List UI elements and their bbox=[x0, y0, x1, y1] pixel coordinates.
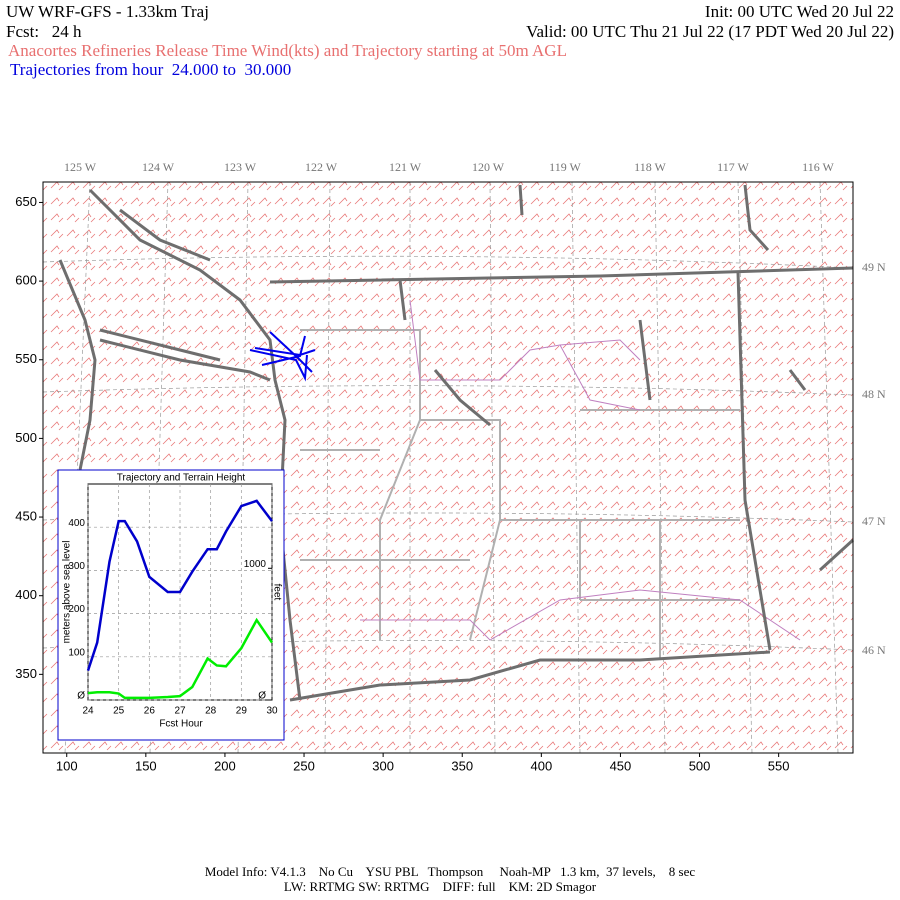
header-valid: Valid: 00 UTC Thu 21 Jul 22 (17 PDT Wed … bbox=[526, 22, 894, 41]
longitude-label: 122 W bbox=[305, 160, 338, 174]
longitude-label: 125 W bbox=[64, 160, 97, 174]
longitude-label: 117 W bbox=[717, 160, 749, 174]
footer-model-info: Model Info: V4.1.3 No Cu YSU PBL Thompso… bbox=[205, 864, 695, 879]
latitude-label: 48 N bbox=[862, 387, 886, 401]
longitude-label: 119 W bbox=[549, 160, 581, 174]
x-tick-label: 30 bbox=[266, 706, 278, 717]
inset-y2-label: feet bbox=[271, 584, 282, 601]
y-tick-label: 500 bbox=[15, 430, 37, 445]
inset-y-label: meters above sea level bbox=[62, 541, 73, 644]
latitude-label: 49 N bbox=[862, 260, 886, 274]
y-tick-label: 300 bbox=[68, 561, 85, 572]
header-desc: Anacortes Refineries Release Time Wind(k… bbox=[8, 41, 567, 60]
inset-x-label: Fcst Hour bbox=[159, 719, 203, 730]
header-fcst: Fcst: 24 h bbox=[6, 22, 82, 41]
y-tick-label: 650 bbox=[15, 194, 37, 209]
footer-physics: LW: RRTMG SW: RRTMG DIFF: full KM: 2D Sm… bbox=[284, 879, 597, 894]
x-tick-label: 450 bbox=[610, 758, 632, 773]
inset-panel bbox=[57, 469, 285, 741]
y-tick-label: 600 bbox=[15, 273, 37, 288]
x-tick-label: 300 bbox=[372, 758, 394, 773]
x-tick-label: 400 bbox=[530, 758, 552, 773]
y-tick-label: 200 bbox=[68, 604, 85, 615]
x-tick-label: 150 bbox=[135, 758, 157, 773]
x-tick-label: 27 bbox=[174, 706, 186, 717]
x-tick-label: 250 bbox=[293, 758, 315, 773]
x-tick-label: 100 bbox=[56, 758, 78, 773]
header-model: UW WRF-GFS - 1.33km Traj bbox=[6, 2, 209, 21]
latitude-label: 47 N bbox=[862, 514, 886, 528]
trajectory-paths bbox=[249, 331, 316, 382]
x-tick-label: 29 bbox=[236, 706, 248, 717]
x-tick-label: 26 bbox=[144, 706, 156, 717]
x-tick-label: 350 bbox=[451, 758, 473, 773]
series-line bbox=[86, 499, 273, 672]
longitude-label: 123 W bbox=[224, 160, 257, 174]
longitude-label: 118 W bbox=[634, 160, 666, 174]
header-traj: Trajectories from hour 24.000 to 30.000 bbox=[10, 60, 291, 79]
y-tick-label: 400 bbox=[15, 587, 37, 602]
y2-tick-label: 1000 bbox=[244, 559, 267, 570]
y-tick-label: 450 bbox=[15, 508, 37, 523]
longitude-label: 121 W bbox=[389, 160, 422, 174]
y-tick-label: 550 bbox=[15, 351, 37, 366]
rivers bbox=[360, 299, 801, 641]
x-tick-label: 28 bbox=[205, 706, 217, 717]
series-line bbox=[87, 617, 274, 700]
inset: Trajectory and Terrain Height Fcst Hour … bbox=[57, 469, 285, 741]
latitude-label: 46 N bbox=[862, 643, 886, 657]
longitude-label: 116 W bbox=[802, 160, 834, 174]
x-tick-label: 25 bbox=[113, 706, 125, 717]
y-tick-label: 100 bbox=[68, 647, 85, 658]
header-init: Init: 00 UTC Wed 20 Jul 22 bbox=[705, 2, 894, 21]
y2-tick-label: Ø bbox=[258, 691, 266, 702]
x-tick-label: 24 bbox=[82, 706, 94, 717]
y-tick-label: Ø bbox=[77, 691, 85, 702]
y-tick-label: 400 bbox=[68, 518, 85, 529]
map-frame bbox=[42, 181, 854, 754]
county-lines bbox=[300, 329, 740, 660]
longitude-label: 124 W bbox=[142, 160, 175, 174]
y-tick-label: 350 bbox=[15, 666, 37, 681]
longitude-label: 120 W bbox=[472, 160, 505, 174]
x-tick-label: 550 bbox=[768, 758, 790, 773]
inset-title: Trajectory and Terrain Height bbox=[117, 473, 246, 484]
x-tick-label: 200 bbox=[214, 758, 236, 773]
x-tick-label: 500 bbox=[689, 758, 711, 773]
borders bbox=[58, 184, 855, 702]
